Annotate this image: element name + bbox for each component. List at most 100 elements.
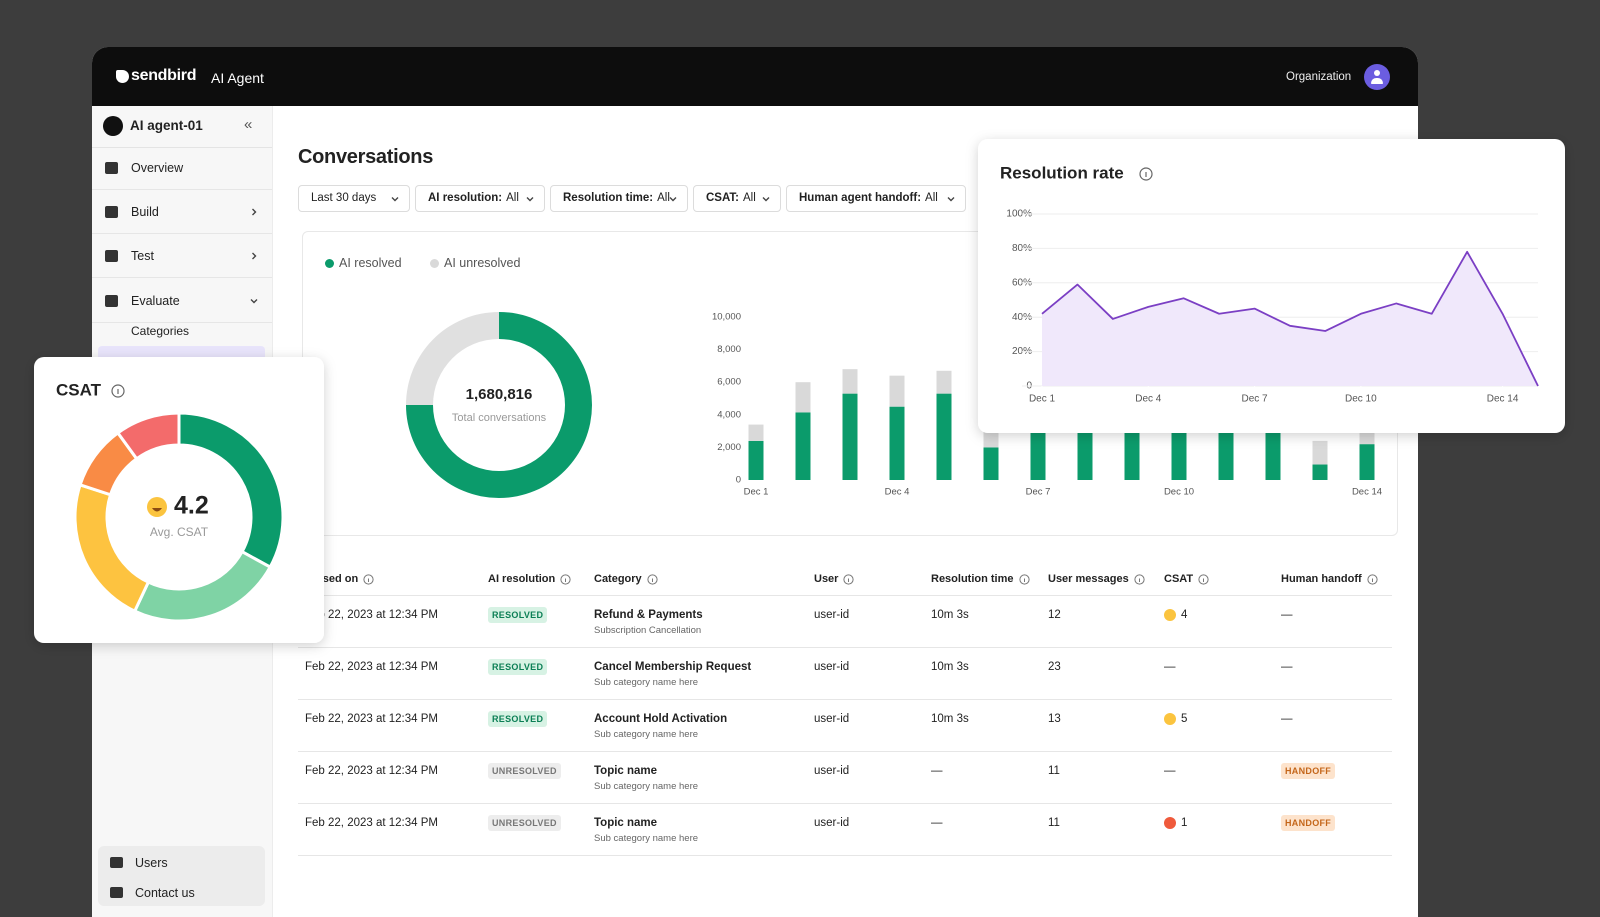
info-icon[interactable] <box>560 574 571 585</box>
info-icon[interactable] <box>1367 574 1378 585</box>
user-messages: 11 <box>1048 765 1060 777</box>
category: Account Hold Activation <box>594 713 728 725</box>
column-header[interactable]: Human handoff <box>1281 573 1362 585</box>
handoff: — <box>1281 713 1293 725</box>
info-ring <box>843 574 855 585</box>
agent-name[interactable]: AI agent-01 <box>130 118 203 133</box>
nav-item[interactable]: Categories <box>131 324 190 338</box>
resolution-time: 10m 3s <box>931 661 969 673</box>
column-header[interactable]: User messages <box>1048 573 1129 585</box>
table-divider <box>298 699 1392 700</box>
sidebar <box>92 106 273 917</box>
logo-mark <box>116 70 129 83</box>
category: Topic name <box>594 765 658 777</box>
chevron-stroke <box>526 197 534 202</box>
nav-icon <box>105 206 118 218</box>
nav-item[interactable]: Evaluate <box>131 294 180 308</box>
filter-button[interactable]: Resolution time: All <box>550 185 688 212</box>
sidebar-divider <box>92 147 272 148</box>
closed-date: Feb 22, 2023 at 12:34 PM <box>305 609 438 621</box>
info-ring <box>1198 574 1209 585</box>
organization[interactable]: Organization <box>1286 71 1352 83</box>
page-title: Conversations <box>298 146 434 168</box>
category: Topic name <box>594 817 658 829</box>
avatar[interactable] <box>1364 64 1390 90</box>
user-messages: 12 <box>1048 609 1061 621</box>
column-header[interactable]: Category <box>594 573 642 585</box>
legend-label: AI resolved <box>339 256 402 270</box>
nav-divider <box>92 322 272 323</box>
user-messages: 23 <box>1048 661 1061 673</box>
csat-score: 4 <box>1181 609 1188 621</box>
closed-date: Feb 22, 2023 at 12:34 PM <box>305 817 438 829</box>
chevron-icon <box>762 197 770 202</box>
info-ring <box>1367 574 1378 585</box>
chevron-stroke <box>391 197 399 202</box>
filter-label: AI resolution: <box>428 192 503 204</box>
nav-icon <box>110 887 123 898</box>
chevron-stroke <box>252 252 257 260</box>
column-header[interactable]: Closed on <box>305 573 359 585</box>
filter-value: All <box>743 192 756 204</box>
nav-item[interactable]: Test <box>131 249 154 263</box>
column-header[interactable]: CSAT <box>1164 573 1194 585</box>
user: user-id <box>814 817 850 829</box>
avatar-head <box>1374 70 1380 76</box>
nav-item[interactable]: Users <box>135 856 168 870</box>
chevron-stroke <box>250 299 258 304</box>
filter-button[interactable]: AI resolution: All <box>415 185 545 212</box>
user: user-id <box>814 765 850 777</box>
info-icon[interactable] <box>1018 574 1030 585</box>
chevron-icon <box>391 197 399 202</box>
chevron-stroke <box>252 208 257 216</box>
subcategory: Sub category name here <box>594 781 699 792</box>
nav-item[interactable]: Build <box>131 205 159 219</box>
column-header[interactable]: AI resolution <box>488 573 556 585</box>
filter-button[interactable]: Last 30 days <box>298 185 410 212</box>
info-ring <box>1018 574 1030 585</box>
legend-dot <box>430 259 439 268</box>
table-divider <box>298 855 1392 856</box>
info-icon[interactable] <box>1134 574 1145 585</box>
category: Refund & Payments <box>594 609 703 621</box>
agent-icon <box>103 116 123 136</box>
table-divider <box>298 647 1392 648</box>
info-icon[interactable] <box>647 574 658 585</box>
nav-icon <box>105 295 118 307</box>
filter-button[interactable]: Human agent handoff: All <box>786 185 966 212</box>
info-icon[interactable] <box>843 574 855 585</box>
csat-score: 5 <box>1181 713 1188 725</box>
nav-icon <box>110 857 123 868</box>
info-ring <box>1134 574 1145 585</box>
chevron-stroke <box>947 197 955 202</box>
filter-button[interactable]: CSAT: All <box>693 185 781 212</box>
resolution-time: — <box>931 817 943 829</box>
nav-item[interactable]: Overview <box>131 161 184 175</box>
collapse-button[interactable]: « <box>244 116 253 133</box>
avatar-body <box>1371 78 1383 84</box>
handoff: — <box>1281 661 1293 673</box>
user-messages: 11 <box>1048 817 1060 829</box>
user: user-id <box>814 713 850 725</box>
closed-date: Feb 22, 2023 at 12:34 PM <box>305 661 438 673</box>
info-ring <box>647 574 658 585</box>
csat-score: — <box>1164 661 1176 673</box>
status-badge: UNRESOLVED <box>488 815 561 831</box>
resolution-time: 10m 3s <box>931 713 969 725</box>
chevron-icon <box>669 197 677 202</box>
column-header[interactable]: User <box>814 573 839 585</box>
column-header[interactable]: Resolution time <box>931 573 1014 585</box>
csat-emoji <box>1164 817 1176 829</box>
info-ring <box>363 574 374 585</box>
csat-score: — <box>1164 765 1176 777</box>
nav-item[interactable]: Contact us <box>135 886 195 900</box>
table-divider <box>298 751 1392 752</box>
resolution-time: 10m 3s <box>931 609 969 621</box>
filter-value: All <box>657 192 670 204</box>
info-icon[interactable] <box>1198 574 1209 585</box>
top-bar <box>92 47 1418 106</box>
info-icon[interactable] <box>363 574 374 585</box>
user: user-id <box>814 661 850 673</box>
brand: sendbird <box>131 67 197 84</box>
